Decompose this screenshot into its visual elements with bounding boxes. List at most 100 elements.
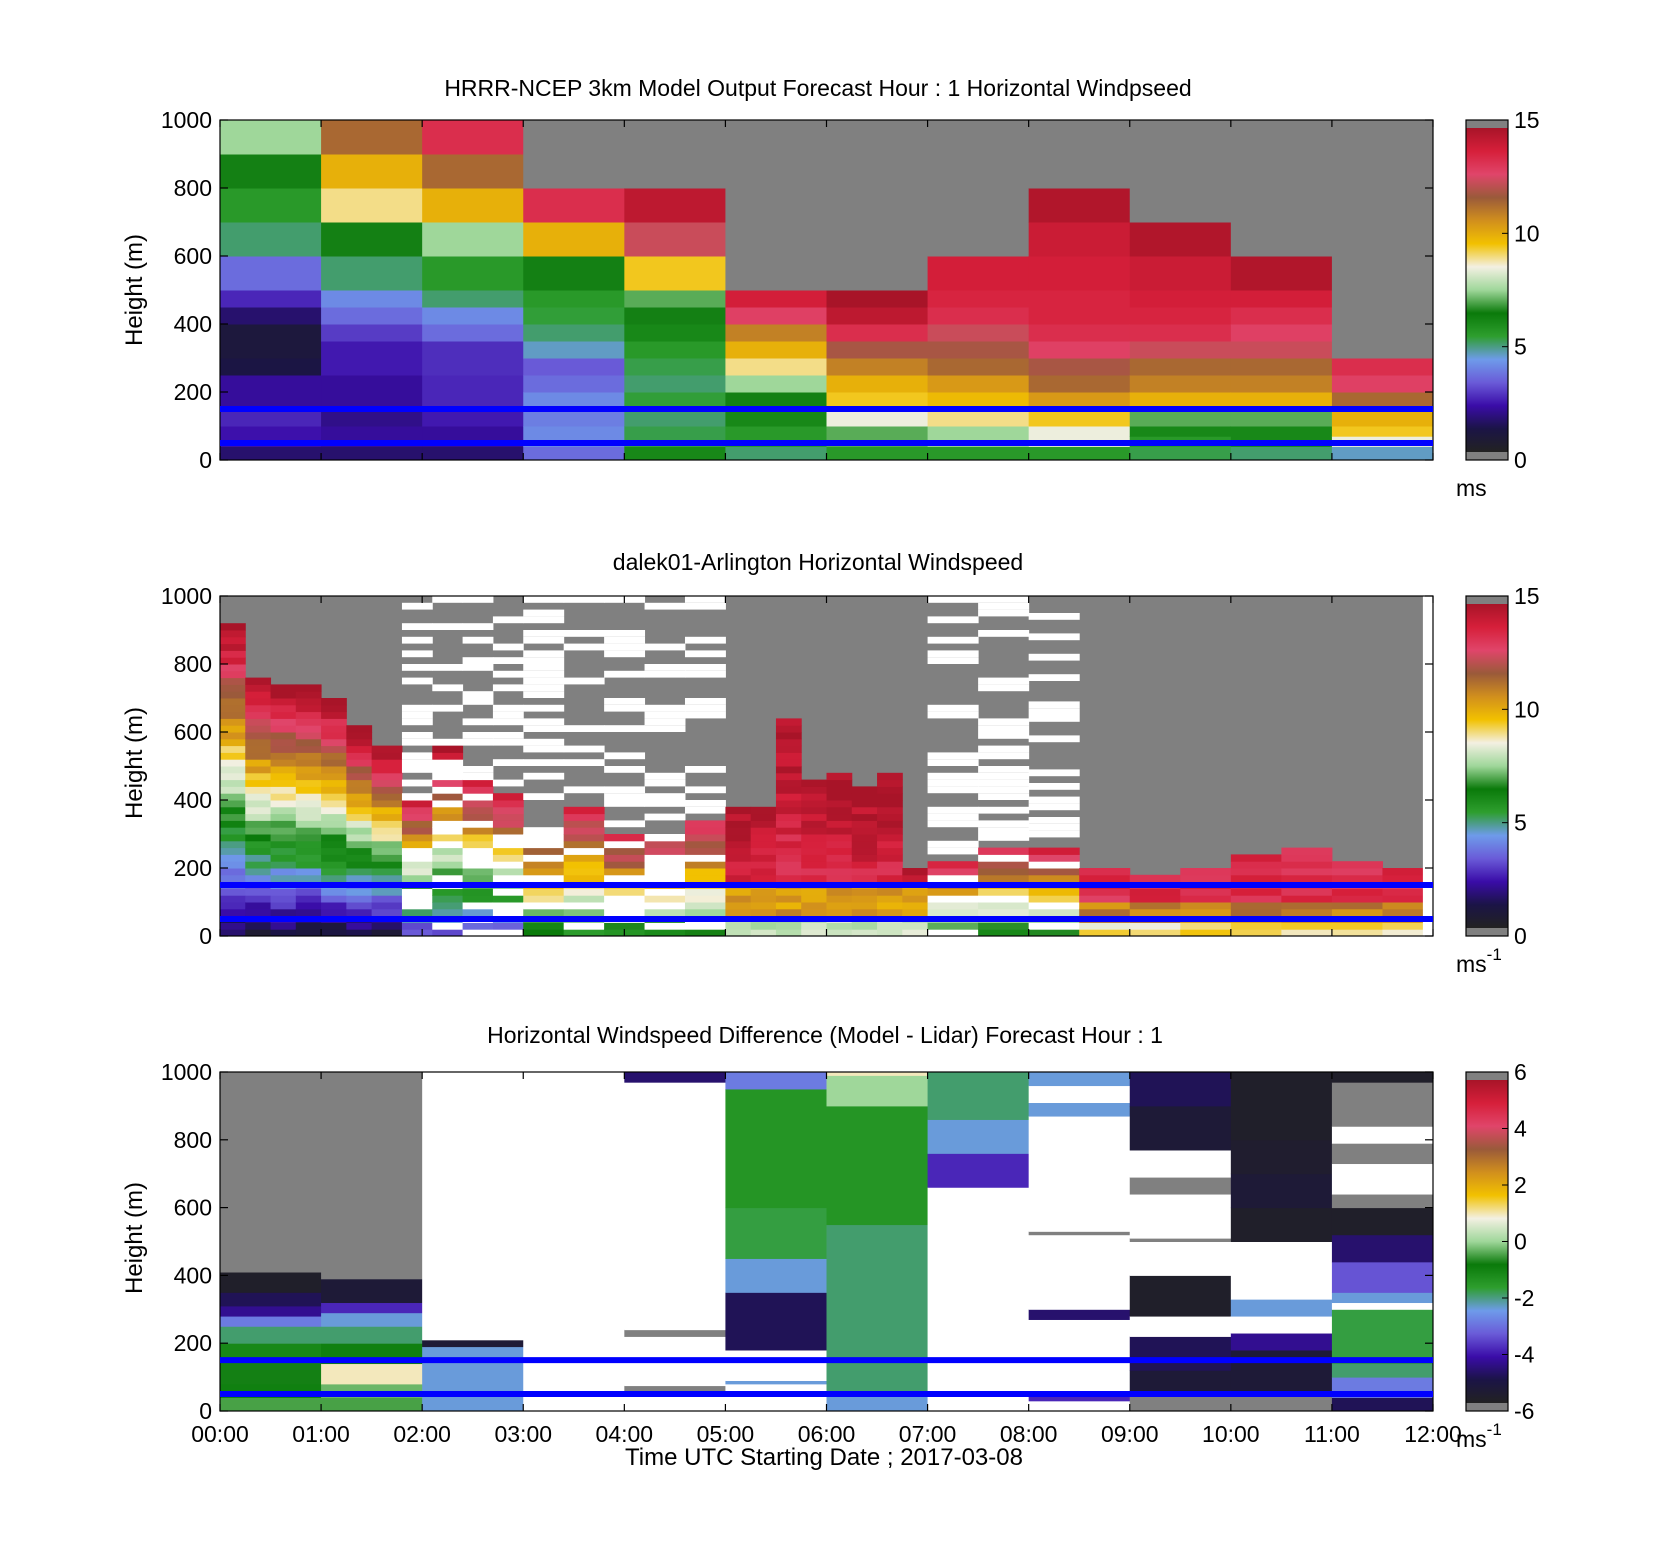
heatmap-cell [401, 847, 433, 855]
heatmap-cell [902, 874, 929, 883]
heatmap-cell [775, 800, 802, 808]
heatmap-cell [321, 820, 347, 828]
heatmap-cell [432, 874, 464, 883]
no-data-cell [401, 677, 433, 685]
heatmap-cell [462, 922, 494, 930]
heatmap-cell [775, 745, 802, 753]
heatmap-cell [750, 868, 777, 876]
heatmap-cell [220, 188, 322, 223]
heatmap-cell [220, 636, 246, 645]
axes: 0 200 400 600 800 1000 [161, 1059, 1434, 1424]
heatmap-cell [775, 929, 802, 937]
heatmap-cell [1180, 888, 1232, 896]
heatmap-cell [927, 922, 979, 930]
heatmap-cell [1382, 929, 1424, 937]
no-data-cell [604, 800, 646, 807]
heatmap-cell [1382, 922, 1424, 930]
no-data-cell [927, 657, 979, 664]
heatmap-cell [1129, 895, 1181, 903]
heatmap-cell [523, 307, 625, 325]
heatmap-cell [1281, 868, 1333, 876]
no-data-cell [978, 772, 1030, 780]
heatmap-cell [270, 820, 297, 828]
heatmap-cell [851, 854, 878, 862]
heatmap-cell [902, 888, 929, 896]
heatmap-cell [877, 793, 903, 801]
heatmap-cell [775, 759, 802, 767]
heatmap-cell [492, 874, 524, 883]
heatmap-cell [563, 902, 605, 910]
heatmap-cell [877, 772, 903, 781]
heatmap-cell [346, 806, 373, 815]
no-data-cell [523, 657, 565, 664]
heatmap-cell [1129, 874, 1181, 883]
heatmap-cell [270, 766, 297, 774]
no-data-cell [1028, 613, 1080, 620]
heatmap-cell [321, 813, 347, 821]
no-data-cell [644, 711, 686, 719]
heatmap-cell [775, 861, 802, 869]
heatmap-cell [270, 840, 297, 849]
heatmap-cell [321, 834, 347, 842]
y-tick-label: 400 [174, 787, 212, 813]
heatmap-cell [750, 806, 777, 815]
heatmap-cell [346, 854, 373, 862]
heatmap-cell [321, 1302, 423, 1314]
heatmap-cell [563, 806, 605, 815]
heatmap-cell [725, 895, 752, 903]
heatmap-cell [270, 684, 297, 692]
heatmap-cell [401, 874, 433, 883]
heatmap-cell [220, 704, 246, 713]
heatmap-cell [295, 766, 322, 774]
heatmap-cell [492, 834, 524, 842]
heatmap-cell [1028, 120, 1131, 189]
heatmap-cell [604, 854, 646, 862]
heatmap-cell [321, 1312, 423, 1327]
heatmap-cell [927, 861, 979, 869]
heatmap-cell [725, 446, 827, 461]
heatmap-cell [1028, 290, 1131, 325]
heatmap-cell [1230, 929, 1282, 937]
colorbar: 0 5 10 15 ms [1456, 107, 1540, 501]
heatmap-cell [1028, 375, 1131, 393]
heatmap-cell [523, 929, 565, 937]
heatmap-cell [725, 834, 752, 842]
heatmap-cell [624, 446, 726, 461]
no-data-cell [523, 630, 565, 637]
heatmap-cell [462, 793, 494, 801]
heatmap-cell [801, 800, 827, 808]
heatmap-cell [346, 725, 373, 733]
heatmap-cell [492, 806, 524, 815]
heatmap-cell [624, 324, 726, 342]
heatmap-cell [1079, 895, 1131, 903]
heatmap-cell [1129, 929, 1181, 937]
heatmap-cell [295, 793, 322, 801]
heatmap-cell [775, 895, 802, 903]
heatmap-cell [295, 718, 322, 726]
heatmap-cell [1382, 908, 1424, 917]
heatmap-cell [624, 256, 726, 291]
heatmap-cell [401, 827, 433, 835]
heatmap-cell [295, 922, 322, 930]
heatmap-cell [775, 868, 802, 876]
heatmap-cell [220, 895, 246, 903]
heatmap-cell [563, 820, 605, 828]
y-tick-label: 200 [174, 1330, 212, 1356]
heatmap-cell [801, 868, 827, 876]
heatmap-cell [775, 806, 802, 815]
heatmap-cell [563, 840, 605, 849]
no-data-cell [492, 738, 524, 746]
heatmap-cell [1028, 1309, 1131, 1320]
heatmap-cell [245, 827, 272, 835]
colorbar-unit: ms-1 [1456, 945, 1502, 977]
heatmap-cell [1180, 895, 1232, 903]
heatmap-cell [220, 813, 246, 821]
heatmap-cell [462, 827, 494, 835]
heatmap-cell [725, 324, 827, 342]
heatmap-cell [270, 813, 297, 821]
no-data-cell [401, 718, 433, 726]
heatmap-cell [346, 759, 373, 767]
heatmap-cell [346, 752, 373, 760]
no-data-cell [492, 643, 524, 651]
heatmap-cell [371, 800, 403, 808]
